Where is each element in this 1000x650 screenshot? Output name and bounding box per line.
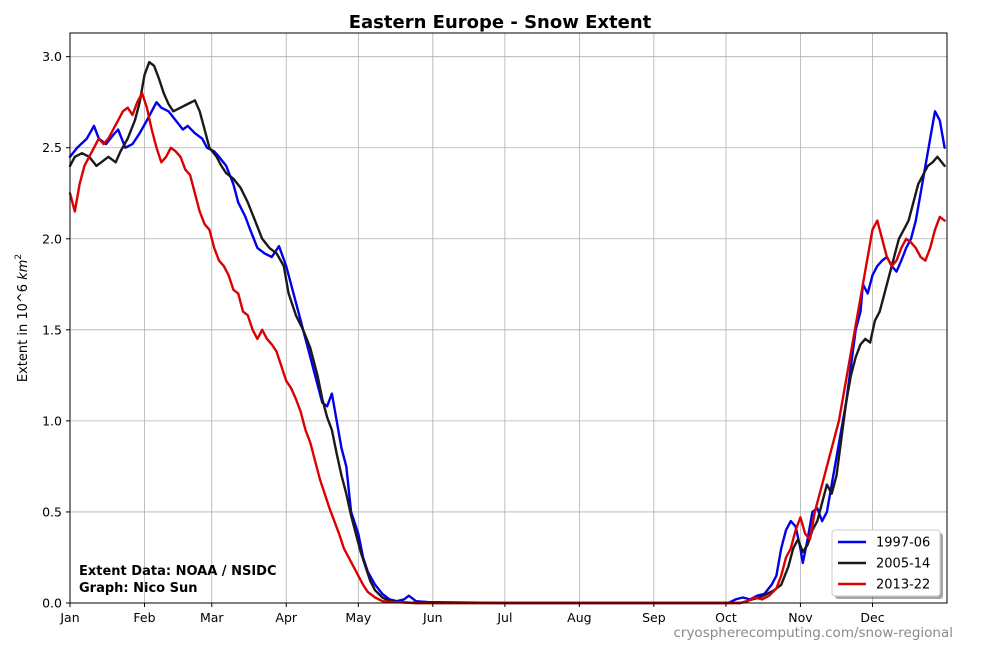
y-tick-label: 0.0 (42, 596, 62, 611)
x-tick-label: Jul (496, 610, 512, 625)
plot-frame (69, 32, 948, 604)
x-axis-ticks: Jan Feb Mar Apr May Jun Jul Aug Sep Oct Nov Dec (59, 603, 885, 625)
credit-graph-author: Graph: Nico Sun (79, 581, 198, 596)
series-line-2005-14 (68, 60, 946, 605)
y-axis-label: Extent in 10^6 km2 (14, 254, 31, 382)
legend-label-1997-06: 1997-06 (876, 536, 930, 551)
credit-data-source: Extent Data: NOAA / NSIDC (79, 564, 276, 579)
x-tick-label: Mar (200, 610, 224, 625)
y-axis-ticks: 0.0 0.5 1.0 1.5 2.0 2.5 3.0 (42, 49, 70, 611)
y-tick-label: 3.0 (42, 49, 62, 64)
x-tick-label: Nov (788, 610, 813, 625)
legend-box (831, 529, 941, 597)
legend-label-2013-22: 2013-22 (876, 578, 930, 593)
y-tick-label: 2.0 (42, 231, 62, 246)
x-tick-label: Jun (422, 610, 443, 625)
series-lines (68, 60, 946, 605)
x-tick-label: Feb (133, 610, 155, 625)
x-tick-label: Sep (642, 610, 666, 625)
x-tick-label: Jan (59, 610, 79, 625)
source-url: cryospherecomputing.com/snow-regional (673, 625, 953, 641)
x-tick-label: May (345, 610, 371, 625)
legend-label-2005-14: 2005-14 (876, 557, 930, 572)
x-tick-label: Oct (715, 610, 737, 625)
x-tick-label: Apr (275, 610, 297, 625)
credits: Extent Data: NOAA / NSIDC Graph: Nico Su… (79, 564, 276, 596)
x-tick-label: Dec (860, 610, 884, 625)
y-tick-label: 2.5 (42, 140, 62, 155)
x-tick-label: Aug (567, 610, 591, 625)
y-tick-label: 0.5 (42, 504, 62, 519)
chart-title: Eastern Europe - Snow Extent (349, 12, 652, 33)
y-tick-label: 1.0 (42, 413, 62, 428)
legend: 1997-06 2005-14 2013-22 (831, 529, 943, 599)
y-tick-label: 1.5 (42, 322, 62, 337)
series-line-2013-22 (68, 91, 946, 605)
